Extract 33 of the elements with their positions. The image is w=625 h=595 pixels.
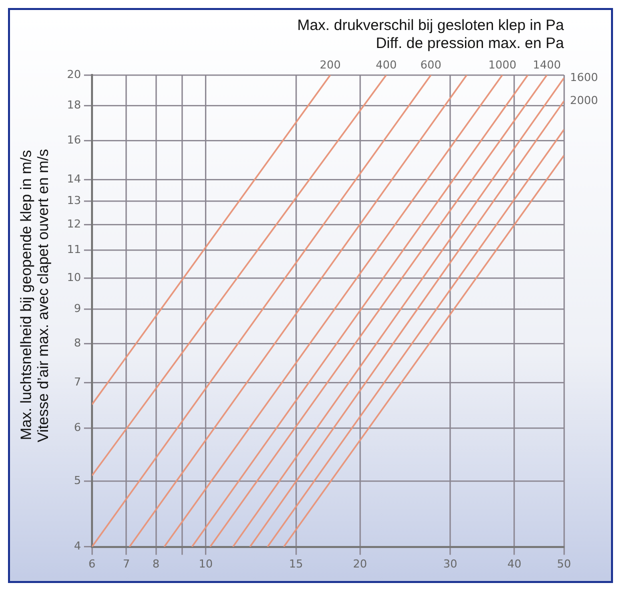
y-tick-label: 5	[74, 474, 81, 488]
series-label: 400	[376, 58, 397, 72]
series-label: 1600	[570, 70, 598, 84]
y-tick-label: 4	[74, 540, 81, 553]
y-tick-label: 16	[66, 133, 81, 146]
y-tick-label: 9	[74, 302, 81, 315]
series-label: 600	[420, 58, 442, 72]
x-tick-label: 30	[443, 557, 458, 570]
x-tick-label: 6	[88, 557, 96, 570]
x-tick-label: 15	[288, 557, 303, 570]
x-tick-label: 7	[122, 557, 130, 570]
y-tick-label: 14	[66, 172, 81, 186]
chart-title: Max. drukverschil bij gesloten klep in Pa	[297, 17, 565, 34]
y-tick-label: 20	[66, 68, 81, 81]
x-tick-label: 8	[152, 557, 160, 570]
x-tick-label: 40	[507, 557, 522, 570]
y-tick-label: 11	[66, 243, 81, 256]
x-tick-label: 50	[557, 557, 571, 570]
series-label: 1000	[488, 58, 516, 72]
x-tick-label: 10	[198, 557, 213, 570]
y-tick-label: 6	[74, 420, 81, 434]
y-tick-label: 12	[66, 218, 81, 231]
y-tick-label: 13	[66, 194, 81, 208]
y-tick-label: 18	[66, 98, 81, 112]
y-tick-label: 8	[74, 336, 81, 350]
y-tick-label: 7	[74, 376, 81, 389]
series-label: 2000	[570, 94, 598, 107]
y-tick-label: 10	[66, 271, 81, 284]
series-label: 200	[320, 58, 341, 72]
y-axis-title: Max. luchtsnelheid bij geopende klep in m/s Vitesse d’air max. avec clapet ouvert en m/s	[18, 148, 52, 442]
x-tick-label: 20	[353, 557, 368, 570]
chart-subtitle: Diff. de pression max. en Pa	[376, 35, 565, 52]
series-label: 1400	[532, 58, 561, 72]
